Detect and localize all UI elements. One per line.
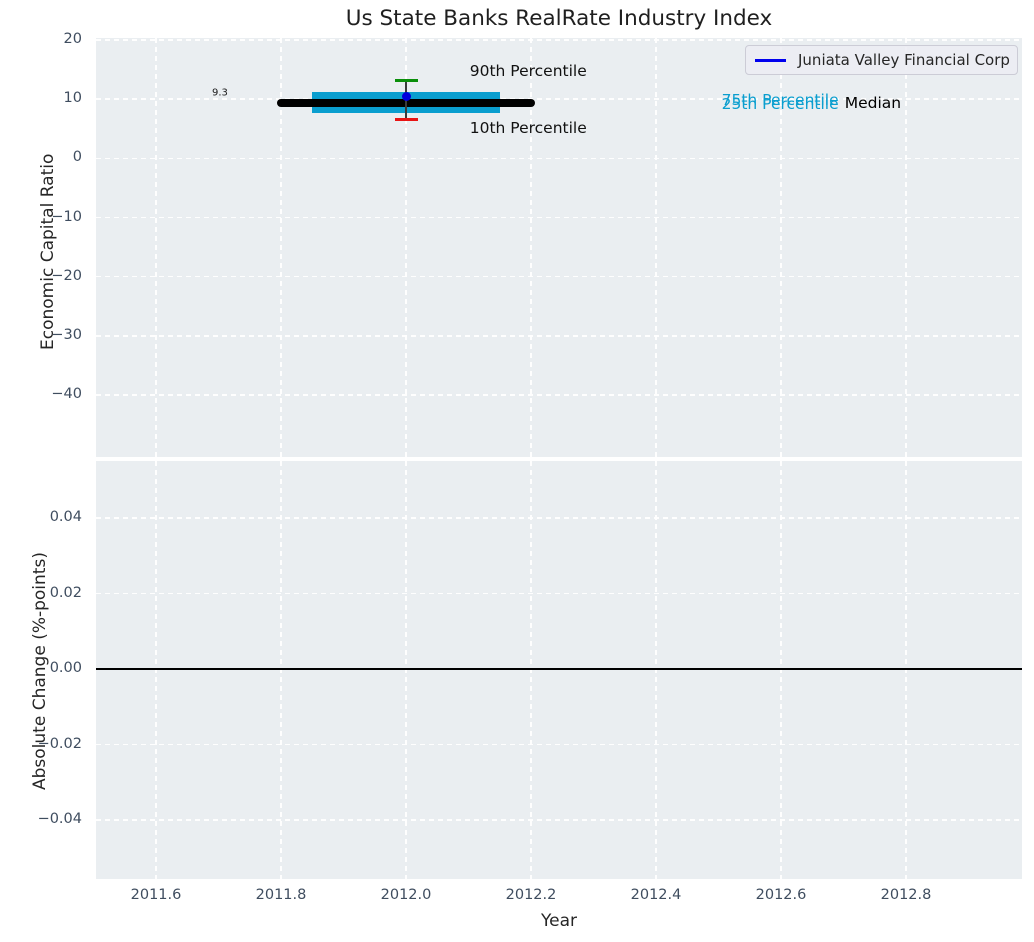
gridline-horizontal xyxy=(96,157,1022,160)
x-tick-label: 2012.8 xyxy=(880,887,932,903)
gridline-vertical xyxy=(280,38,282,457)
x-tick-label: 2011.6 xyxy=(130,887,182,903)
gridline-vertical xyxy=(780,461,782,879)
y-tick-label: 10 xyxy=(63,90,82,107)
y-tick-label: −10 xyxy=(51,208,82,225)
y-tick-label: 0 xyxy=(72,149,82,166)
bottom-plot-area xyxy=(96,461,1022,879)
y-tick-label: −30 xyxy=(51,326,82,343)
top-plot-area xyxy=(96,38,1022,457)
gridline-horizontal xyxy=(96,39,1022,41)
x-tick-label: 2012.2 xyxy=(505,887,557,903)
legend-line-swatch xyxy=(755,58,786,62)
gridline-horizontal xyxy=(96,743,1022,746)
chart-title: Us State Banks RealRate Industry Index xyxy=(345,6,773,31)
gridline-vertical xyxy=(780,38,782,457)
legend: Juniata Valley Financial Corp xyxy=(745,45,1018,75)
gridline-horizontal xyxy=(96,394,1022,396)
gridline-vertical xyxy=(155,461,157,879)
y-tick-label: 0.04 xyxy=(49,509,82,525)
annotation-10th-percentile: 10th Percentile xyxy=(469,119,587,138)
legend-label: Juniata Valley Financial Corp xyxy=(798,51,1010,69)
gridline-horizontal xyxy=(96,98,1022,100)
annotation-90th-percentile: 90th Percentile xyxy=(469,61,587,80)
x-tick-label: 2011.8 xyxy=(255,887,307,903)
annotation-median: Median xyxy=(844,94,902,113)
gridline-vertical xyxy=(655,461,657,879)
gridline-horizontal xyxy=(96,216,1022,219)
annotation-9-3: 9.3 xyxy=(211,87,228,99)
gridline-vertical xyxy=(405,461,407,879)
x-axis-label: Year xyxy=(541,911,577,931)
gridline-horizontal xyxy=(96,335,1022,337)
y-tick-label: −0.02 xyxy=(37,735,82,752)
gridline-vertical xyxy=(655,38,657,457)
zero-line xyxy=(96,668,1022,670)
x-tick-label: 2012.4 xyxy=(630,887,682,903)
y-tick-label: −0.04 xyxy=(37,811,82,827)
gridline-horizontal xyxy=(96,275,1022,278)
whisker-10th-cap xyxy=(394,118,418,122)
company-point xyxy=(401,92,411,102)
y-tick-label: −40 xyxy=(51,386,82,402)
gridline-horizontal xyxy=(96,517,1022,519)
gridline-vertical xyxy=(905,461,907,879)
gridline-vertical xyxy=(530,461,532,879)
y-axis-label-top: Economic Capital Ratio xyxy=(38,153,58,350)
gridline-horizontal xyxy=(96,592,1022,595)
x-tick-label: 2012.0 xyxy=(380,887,432,903)
annotation-75th-percentile: 75th Percentile xyxy=(721,91,839,110)
y-tick-label: −20 xyxy=(51,267,82,284)
gridline-vertical xyxy=(280,461,282,879)
gridline-vertical xyxy=(530,38,532,457)
gridline-vertical xyxy=(155,38,157,457)
y-tick-label: 0.00 xyxy=(49,660,82,676)
y-tick-label: 20 xyxy=(63,31,82,47)
x-tick-label: 2012.6 xyxy=(755,887,807,903)
whisker-90th-cap xyxy=(394,78,418,82)
annotation-25th-percentile: 25th Percentile xyxy=(721,95,839,114)
y-tick-label: 0.02 xyxy=(49,584,82,601)
gridline-vertical xyxy=(905,38,907,457)
gridline-vertical xyxy=(405,38,407,457)
gridline-horizontal xyxy=(96,819,1022,821)
